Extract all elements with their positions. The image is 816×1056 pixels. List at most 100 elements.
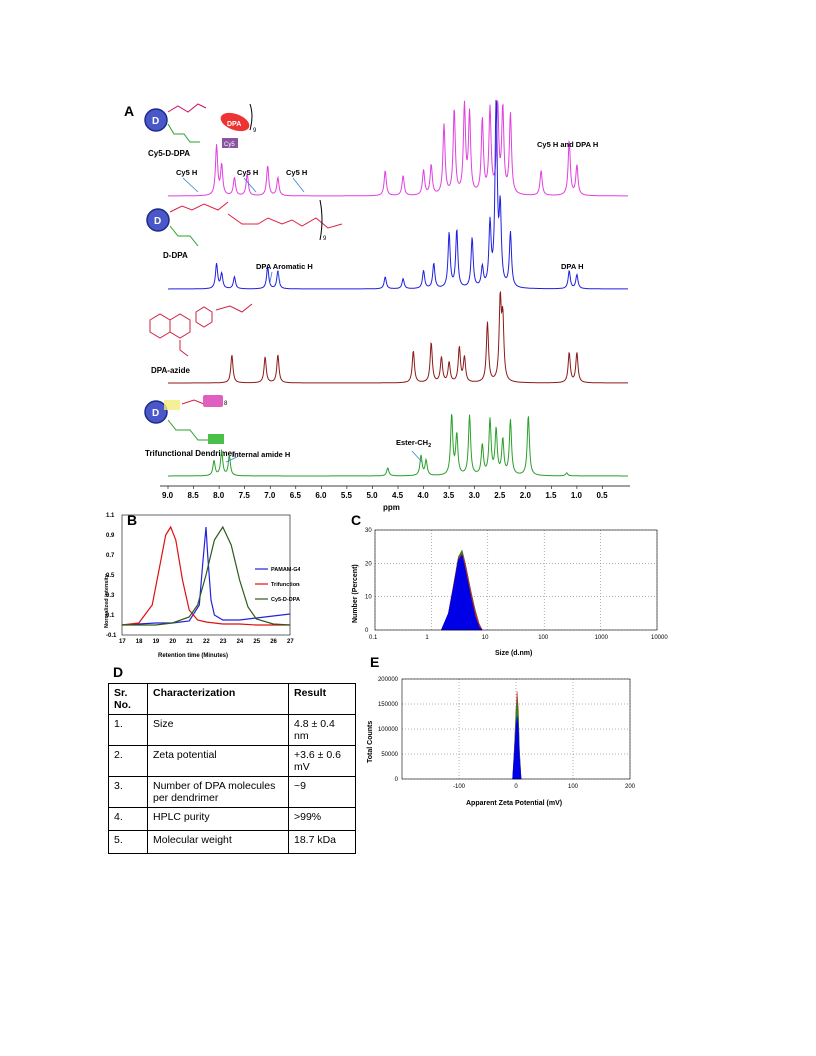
linker-line <box>167 103 207 113</box>
e-series <box>512 691 522 780</box>
e-x-tick: 200 <box>625 784 636 790</box>
b-x-tick: 20 <box>169 639 176 645</box>
b-x-tick: 18 <box>136 639 143 645</box>
cell: Number of DPA molecules per dendrimer <box>147 776 289 808</box>
c-y-ticks: 0 10 20 30 <box>365 528 372 634</box>
c-x-tick: 1000 <box>595 635 609 641</box>
c-y-tick: 20 <box>365 561 372 567</box>
cell: HPLC purity <box>147 807 289 831</box>
structure-d-dpa: D 9 D-DPA <box>146 199 343 260</box>
b-series <box>121 525 291 626</box>
annot-dpa-aromatic: DPA Aromatic H <box>256 262 313 271</box>
spectrum-dpa-azide <box>168 291 628 384</box>
nmr-tick-label: 4.0 <box>418 491 430 500</box>
nmr-tick-label: 4.5 <box>392 491 404 500</box>
annot-cy5-h-1: Cy5 H <box>176 168 197 177</box>
characterization-table: Sr. No. Characterization Result 1. Size … <box>108 683 356 854</box>
cell: 3. <box>108 776 148 808</box>
sub-9-a: 9 <box>253 128 257 134</box>
c-y-tick: 30 <box>365 528 372 534</box>
cell: Molecular weight <box>147 830 289 854</box>
c-x-tick: 10 <box>482 635 489 641</box>
b-series-line <box>121 525 290 626</box>
c-y-label: Number (Percent) <box>352 564 359 623</box>
c-y-tick: 0 <box>365 628 369 634</box>
e-y-label: Total Counts <box>367 721 374 763</box>
nmr-tick-label: 7.0 <box>264 491 276 500</box>
chart-b: -0.1 0.1 0.3 0.5 0.7 0.9 1.1 17 18 19 20 21 22 23 24 2… <box>104 513 300 659</box>
col-header: Sr. No. <box>108 683 148 715</box>
e-x-tick: 100 <box>568 784 579 790</box>
spectrum-trifunctional <box>168 414 628 477</box>
e-x-label: Apparent Zeta Potential (mV) <box>466 800 562 807</box>
b-y-tick: 0.1 <box>106 613 115 619</box>
b-y-tick: 0.5 <box>106 573 115 579</box>
b-x-tick: 24 <box>237 639 244 645</box>
nmr-x-ticks: 9.0 8.5 8.0 7.5 7.0 6.5 6.0 5.5 5.0 4.5 4.0 3.5 3.0 2… <box>162 486 608 500</box>
dendrimer-core-icon <box>144 108 168 132</box>
panel-letter-a: A <box>124 103 135 119</box>
e-x-tick: 0 <box>514 784 518 790</box>
table-row: 5. Molecular weight 18.7 kDa <box>108 830 356 854</box>
cy5-box-icon <box>222 138 238 148</box>
nmr-tick-label: 7.5 <box>239 491 251 500</box>
alkyne-box-icon <box>203 395 223 407</box>
nmr-tick-label: 6.0 <box>315 491 327 500</box>
table-row: 3. Number of DPA molecules per dendrimer… <box>108 776 356 808</box>
c-x-tick: 100 <box>538 635 549 641</box>
nmr-tick-label: 1.5 <box>545 491 557 500</box>
annot-cy5-h-2: Cy5 H <box>237 168 258 177</box>
label-d-dpa: D-DPA <box>163 251 188 260</box>
structure-trifunctional: D 8 Trifunctional Dendrimer <box>144 395 235 458</box>
svg-text:9: 9 <box>323 236 327 242</box>
b-legend-label: Cy5-D-DPA (12) <box>271 597 300 603</box>
b-y-tick: 0.9 <box>106 533 115 539</box>
b-x-tick: 17 <box>119 639 126 645</box>
nmr-x-label: ppm <box>383 503 400 512</box>
nmr-tick-label: 3.0 <box>469 491 481 500</box>
nmr-tick-label: 2.5 <box>494 491 506 500</box>
e-y-tick: 50000 <box>381 752 398 758</box>
chart-c: 0 10 20 30 0.1 1 10 100 1000 10000 Number (Perce… <box>352 528 668 657</box>
c-series-area <box>440 554 483 631</box>
b-y-tick: 0.3 <box>106 593 115 599</box>
svg-text:D: D <box>152 408 159 419</box>
table-header-row: Sr. No. Characterization Result <box>108 683 356 715</box>
cell: >99% <box>288 807 356 831</box>
nmr-annotations: Cy5 H Cy5 H Cy5 H Cy5 H and DPA H DPA Ar… <box>176 140 598 463</box>
table-row: 1. Size 4.8 ± 0.4 nm <box>108 714 356 746</box>
cell: Zeta potential <box>147 745 289 777</box>
b-x-tick: 25 <box>253 639 260 645</box>
e-y-tick: 0 <box>395 777 399 783</box>
spectrum-d-dpa <box>168 99 628 290</box>
panel-letter-b: B <box>127 512 138 528</box>
label-dpa-azide: DPA-azide <box>151 366 191 375</box>
cell: 1. <box>108 714 148 746</box>
e-y-tick: 150000 <box>378 702 399 708</box>
cell: 18.7 kDa <box>288 830 356 854</box>
cell: 5. <box>108 830 148 854</box>
c-x-tick: 0.1 <box>369 635 378 641</box>
nmr-tick-label: 9.0 <box>162 491 174 500</box>
structure-cy5-d-dpa: D DPA Cy5 9 Cy5-D-DPA <box>144 103 257 158</box>
e-series-area <box>512 716 522 780</box>
c-series <box>440 549 483 631</box>
structure-dpa-azide: DPA-azide <box>149 303 253 375</box>
b-x-tick: 22 <box>203 639 210 645</box>
col-header: Characterization <box>147 683 289 715</box>
spectrum-cy5-d-dpa <box>168 100 628 197</box>
annot-internal-amide: Internal amide H <box>232 450 290 459</box>
panel-letter-d: D <box>113 664 124 680</box>
b-y-tick: 1.1 <box>106 513 115 519</box>
c-x-ticks: 0.1 1 10 100 1000 10000 <box>369 635 668 641</box>
e-y-ticks: 0 50000 100000 150000 200000 <box>378 677 399 783</box>
green-linker <box>167 123 200 143</box>
nmr-tick-label: 8.0 <box>213 491 225 500</box>
b-x-tick: 27 <box>287 639 294 645</box>
panel-letter-c: C <box>351 512 362 528</box>
dendrimer-core-icon <box>146 208 170 232</box>
b-x-ticks: 17 18 19 20 21 22 23 24 25 26 27 <box>119 639 294 645</box>
e-x-ticks: -100 0 100 200 <box>453 784 636 790</box>
table-row: 2. Zeta potential +3.6 ± 0.6 mV <box>108 745 356 777</box>
b-x-label: Retention time (Minutes) <box>158 653 228 659</box>
